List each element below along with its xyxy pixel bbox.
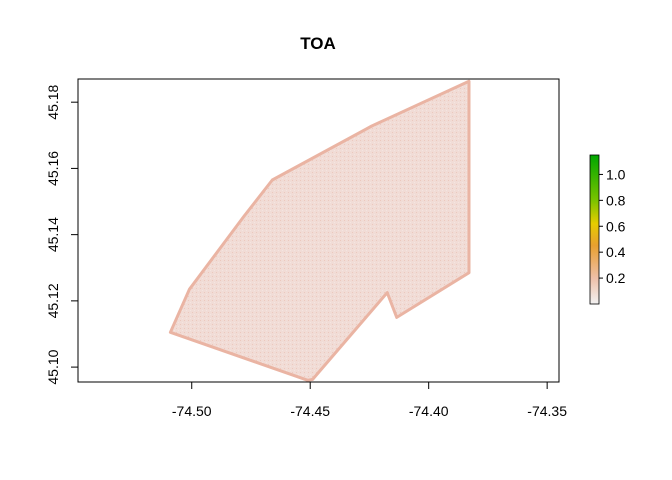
y-tick-label: 45.18 — [45, 84, 61, 119]
raster-layer — [168, 79, 471, 382]
colorbar-tick-label: 0.6 — [606, 218, 626, 234]
map-title: TOA — [300, 34, 336, 53]
colorbar-legend: 0.2 0.4 0.6 0.8 1.0 — [589, 154, 626, 305]
raster-footprint — [168, 79, 471, 382]
colorbar-tick-label: 0.2 — [606, 270, 626, 286]
colorbar-tick-label: 0.8 — [606, 192, 626, 208]
colorbar-tick-label: 1.0 — [606, 166, 626, 182]
colorbar-tick-label: 0.4 — [606, 244, 626, 260]
x-tick-label: -74.50 — [172, 403, 212, 419]
y-tick-label: 45.16 — [45, 151, 61, 186]
x-axis: -74.50 -74.45 -74.40 -74.35 — [172, 381, 567, 419]
colorbar — [589, 154, 600, 305]
x-tick-label: -74.40 — [409, 403, 449, 419]
x-tick-label: -74.35 — [527, 403, 567, 419]
x-tick-label: -74.45 — [290, 403, 330, 419]
y-tick-label: 45.14 — [45, 217, 61, 252]
y-axis: 45.10 45.12 45.14 45.16 45.18 — [45, 84, 79, 385]
colorbar-ticks: 0.2 0.4 0.6 0.8 1.0 — [599, 166, 626, 286]
y-tick-label: 45.10 — [45, 349, 61, 384]
y-tick-label: 45.12 — [45, 283, 61, 318]
